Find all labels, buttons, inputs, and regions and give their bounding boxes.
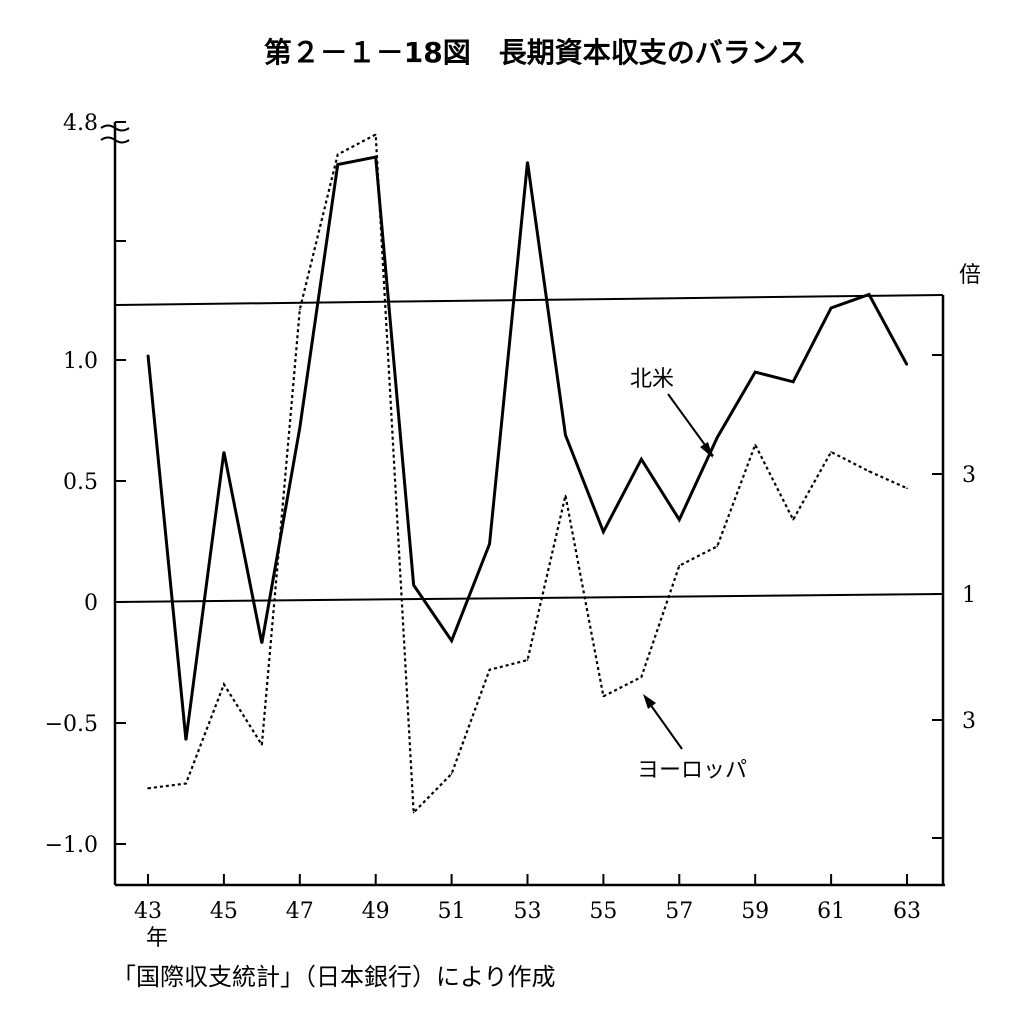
y-tick-label: 0	[84, 591, 98, 616]
data-point-north-america	[792, 380, 794, 383]
data-point-europe	[640, 676, 643, 678]
x-unit-label: 年	[146, 926, 168, 951]
series-line-europe	[147, 132, 908, 816]
data-point-north-america	[564, 434, 567, 436]
europe-pointer-arrow	[643, 694, 683, 750]
data-point-europe	[412, 811, 415, 814]
y-ticks: 4.8 1.0 0.5 0 −0.5 −1.0	[45, 111, 126, 858]
data-point-europe	[147, 787, 149, 790]
x-tick-label: 61	[817, 899, 845, 924]
y-tick-label: 4.8	[63, 111, 98, 136]
right-y-tick-label: 3	[962, 463, 976, 488]
data-point-europe	[602, 695, 605, 698]
y-tick-label: −1.0	[45, 833, 98, 858]
data-point-north-america	[223, 451, 225, 453]
chart-title: 第２－１－18図 長期資本収支のバランス	[264, 36, 806, 69]
data-point-north-america	[640, 458, 643, 461]
right-y-unit-label: 倍	[959, 263, 981, 288]
data-point-europe	[299, 308, 301, 311]
axis-break-icon	[100, 124, 130, 144]
data-point-north-america	[526, 161, 529, 163]
data-point-europe	[185, 782, 187, 785]
data-point-north-america	[336, 163, 339, 166]
x-tick-label: 63	[893, 899, 921, 924]
data-point-europe	[564, 494, 567, 497]
x-tick-label: 59	[741, 899, 769, 924]
data-point-north-america	[678, 518, 681, 521]
x-tick-label: 49	[362, 899, 390, 924]
data-point-europe	[716, 545, 719, 548]
y-tick-label: −0.5	[45, 712, 98, 737]
data-point-north-america	[450, 639, 453, 642]
data-point-europe	[678, 564, 681, 567]
source-note: 「国際収支統計」（日本銀行）により作成	[112, 963, 556, 991]
data-point-north-america	[830, 307, 832, 309]
x-ticks: 43 45 47 49 51 53 55 57 59 61 63	[134, 874, 921, 924]
data-point-europe	[526, 659, 529, 661]
data-point-north-america	[299, 426, 301, 429]
data-point-north-america	[906, 364, 908, 366]
data-point-north-america	[754, 371, 756, 373]
north-america-pointer-arrow	[667, 393, 714, 458]
x-tick-label: 45	[210, 899, 238, 924]
data-point-europe	[488, 668, 491, 671]
right-y-ticks: 3 1 3	[932, 354, 976, 839]
x-tick-label: 55	[589, 899, 617, 924]
data-point-europe	[906, 487, 908, 490]
series-layer	[146, 132, 909, 816]
series-label-europe: ヨーロッパ	[637, 758, 747, 783]
data-point-europe	[223, 683, 225, 686]
upper-reference-line	[114, 294, 944, 306]
data-point-europe	[374, 133, 377, 136]
data-point-north-america	[185, 739, 187, 741]
data-point-europe	[336, 153, 339, 156]
x-tick-label: 47	[286, 899, 314, 924]
data-point-europe	[868, 470, 870, 473]
right-y-tick-label: 3	[962, 709, 976, 734]
data-point-north-america	[602, 531, 605, 533]
x-tick-label: 43	[134, 899, 162, 924]
series-label-north-america: 北米	[630, 367, 674, 392]
data-point-north-america	[868, 293, 870, 296]
data-point-europe	[830, 451, 832, 453]
data-point-europe	[450, 773, 453, 775]
y-tick-label: 1.0	[63, 349, 98, 374]
right-y-tick-label: 1	[962, 583, 976, 608]
y-tick-label: 0.5	[63, 470, 98, 495]
data-point-north-america	[147, 354, 149, 356]
x-tick-label: 53	[514, 899, 542, 924]
data-point-europe	[792, 518, 794, 521]
x-tick-label: 51	[438, 899, 466, 924]
data-point-north-america	[716, 436, 719, 439]
zero-line	[114, 593, 944, 603]
x-tick-label: 57	[665, 899, 693, 924]
series-line-north-america	[146, 155, 909, 741]
data-point-north-america	[412, 584, 415, 586]
data-point-north-america	[261, 642, 263, 644]
data-point-europe	[261, 743, 263, 746]
data-point-europe	[754, 443, 756, 446]
data-point-north-america	[488, 543, 491, 545]
